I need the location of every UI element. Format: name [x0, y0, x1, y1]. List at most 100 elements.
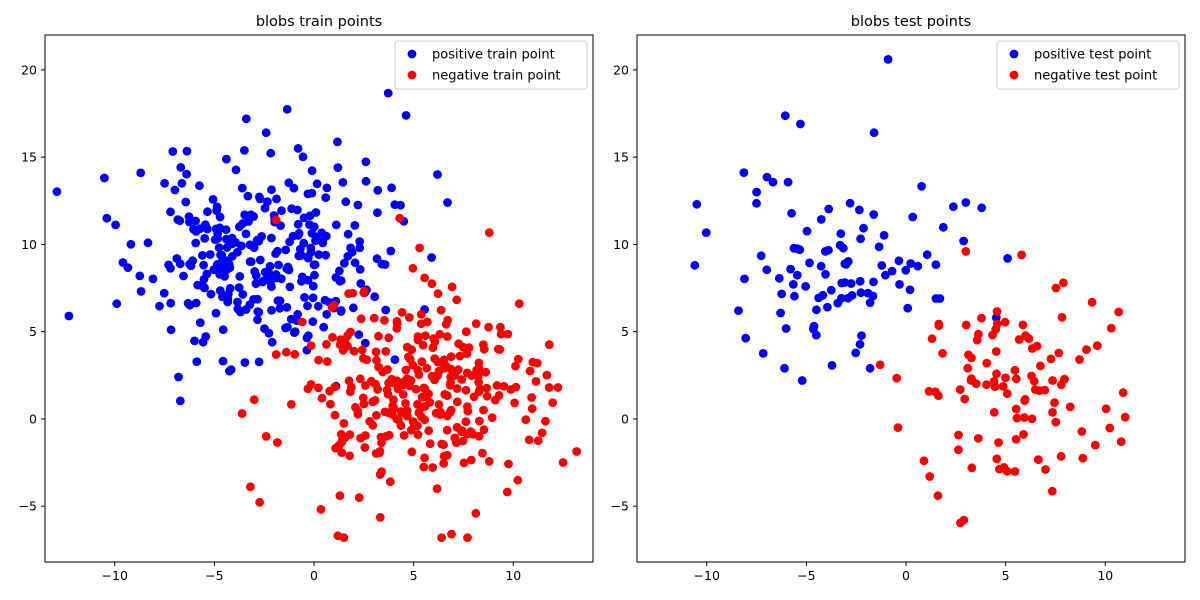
- data-point-series-2: [933, 491, 943, 501]
- data-point-series-1: [260, 267, 270, 277]
- data-point-series-2: [464, 343, 474, 353]
- data-point-series-2: [531, 377, 541, 386]
- data-point-series-2: [532, 358, 542, 368]
- data-point-series-2: [1090, 440, 1100, 450]
- data-point-series-2: [992, 307, 1002, 316]
- data-point-series-1: [208, 195, 218, 204]
- data-point-series-2: [365, 416, 375, 426]
- data-point-series-1: [123, 263, 133, 272]
- data-point-series-1: [255, 194, 265, 204]
- data-point-series-1: [855, 205, 864, 215]
- data-point-series-2: [1017, 250, 1026, 260]
- legend-box: [996, 40, 1180, 90]
- data-point-series-1: [855, 339, 865, 349]
- data-point-series-2: [1092, 341, 1102, 350]
- data-point-series-2: [1082, 345, 1091, 354]
- data-point-series-2: [959, 515, 969, 525]
- y-tick-label: 5: [29, 324, 37, 339]
- data-point-series-1: [311, 236, 320, 246]
- data-point-series-1: [182, 146, 192, 156]
- data-point-series-2: [1011, 374, 1021, 384]
- data-point-series-2: [255, 497, 264, 507]
- data-point-series-2: [452, 295, 462, 305]
- data-point-series-2: [303, 384, 313, 394]
- data-point-series-2: [990, 382, 1000, 392]
- y-tick-label: 5: [621, 324, 629, 339]
- data-point-series-2: [1116, 437, 1126, 446]
- data-point-series-2: [427, 279, 437, 289]
- data-point-series-2: [462, 429, 472, 439]
- data-point-series-2: [572, 447, 582, 456]
- data-point-series-1: [294, 251, 304, 261]
- data-point-series-2: [474, 358, 484, 368]
- data-point-series-1: [377, 259, 387, 269]
- data-point-series-2: [461, 417, 471, 427]
- data-point-series-2: [450, 433, 460, 443]
- data-point-series-1: [836, 229, 846, 239]
- data-point-series-1: [254, 357, 264, 367]
- data-point-series-2: [466, 455, 476, 465]
- data-point-series-2: [1019, 413, 1029, 422]
- data-point-series-1: [355, 243, 365, 253]
- data-point-series-2: [322, 340, 331, 349]
- data-point-series-1: [762, 265, 772, 275]
- data-point-series-2: [328, 332, 337, 342]
- data-point-series-1: [846, 279, 856, 288]
- data-point-series-2: [893, 423, 903, 432]
- data-point-series-2: [1057, 313, 1067, 322]
- data-point-series-2: [447, 529, 456, 539]
- data-point-series-1: [136, 168, 146, 178]
- data-point-series-2: [374, 331, 383, 341]
- data-point-series-2: [1027, 371, 1036, 381]
- data-point-series-1: [220, 272, 230, 281]
- data-point-series-1: [959, 236, 968, 246]
- data-point-series-2: [553, 383, 563, 392]
- data-point-series-2: [356, 433, 365, 443]
- data-point-series-2: [1051, 417, 1061, 427]
- data-point-series-2: [938, 348, 947, 358]
- data-point-series-1: [240, 146, 249, 155]
- data-point-series-2: [351, 402, 360, 412]
- data-point-series-2: [1078, 453, 1088, 463]
- data-point-series-1: [136, 287, 146, 296]
- x-tick-label: 10: [1097, 568, 1113, 583]
- data-point-series-1: [833, 298, 843, 308]
- data-point-series-1: [356, 279, 366, 288]
- data-point-series-1: [281, 323, 290, 333]
- y-tick-label: 10: [613, 237, 629, 252]
- data-point-series-2: [484, 322, 493, 332]
- data-point-series-2: [401, 399, 410, 408]
- data-point-series-1: [824, 204, 834, 214]
- data-point-series-1: [282, 104, 292, 114]
- data-point-series-1: [335, 276, 345, 286]
- data-point-series-2: [525, 366, 535, 376]
- chart-panel-1: blobs train points −10 −5 0 5 10 −5 0 5 10 15 20 pos…: [19, 14, 594, 583]
- data-point-series-1: [175, 396, 185, 406]
- data-point-series-1: [874, 242, 884, 252]
- data-point-series-1: [821, 269, 830, 279]
- data-point-series-1: [335, 266, 344, 276]
- data-point-series-2: [358, 393, 368, 403]
- data-point-series-2: [336, 429, 346, 439]
- data-point-series-1: [756, 251, 766, 261]
- data-point-series-1: [212, 206, 222, 216]
- data-point-series-2: [447, 282, 457, 292]
- data-point-series-1: [913, 261, 923, 271]
- data-point-series-1: [212, 260, 222, 269]
- data-point-series-1: [267, 185, 276, 195]
- data-point-series-2: [327, 302, 337, 312]
- data-point-series-2: [442, 391, 452, 400]
- data-point-series-1: [877, 261, 887, 270]
- data-point-series-1: [185, 300, 195, 310]
- data-point-series-2: [475, 416, 484, 426]
- data-point-series-1: [168, 147, 178, 156]
- data-point-series-2: [314, 355, 323, 365]
- data-point-series-1: [350, 258, 360, 268]
- data-point-series-2: [420, 415, 430, 425]
- data-point-series-1: [433, 170, 442, 179]
- data-point-series-1: [300, 293, 309, 302]
- data-point-series-2: [1012, 413, 1022, 423]
- data-point-series-2: [424, 426, 434, 436]
- legend-marker: [407, 49, 417, 59]
